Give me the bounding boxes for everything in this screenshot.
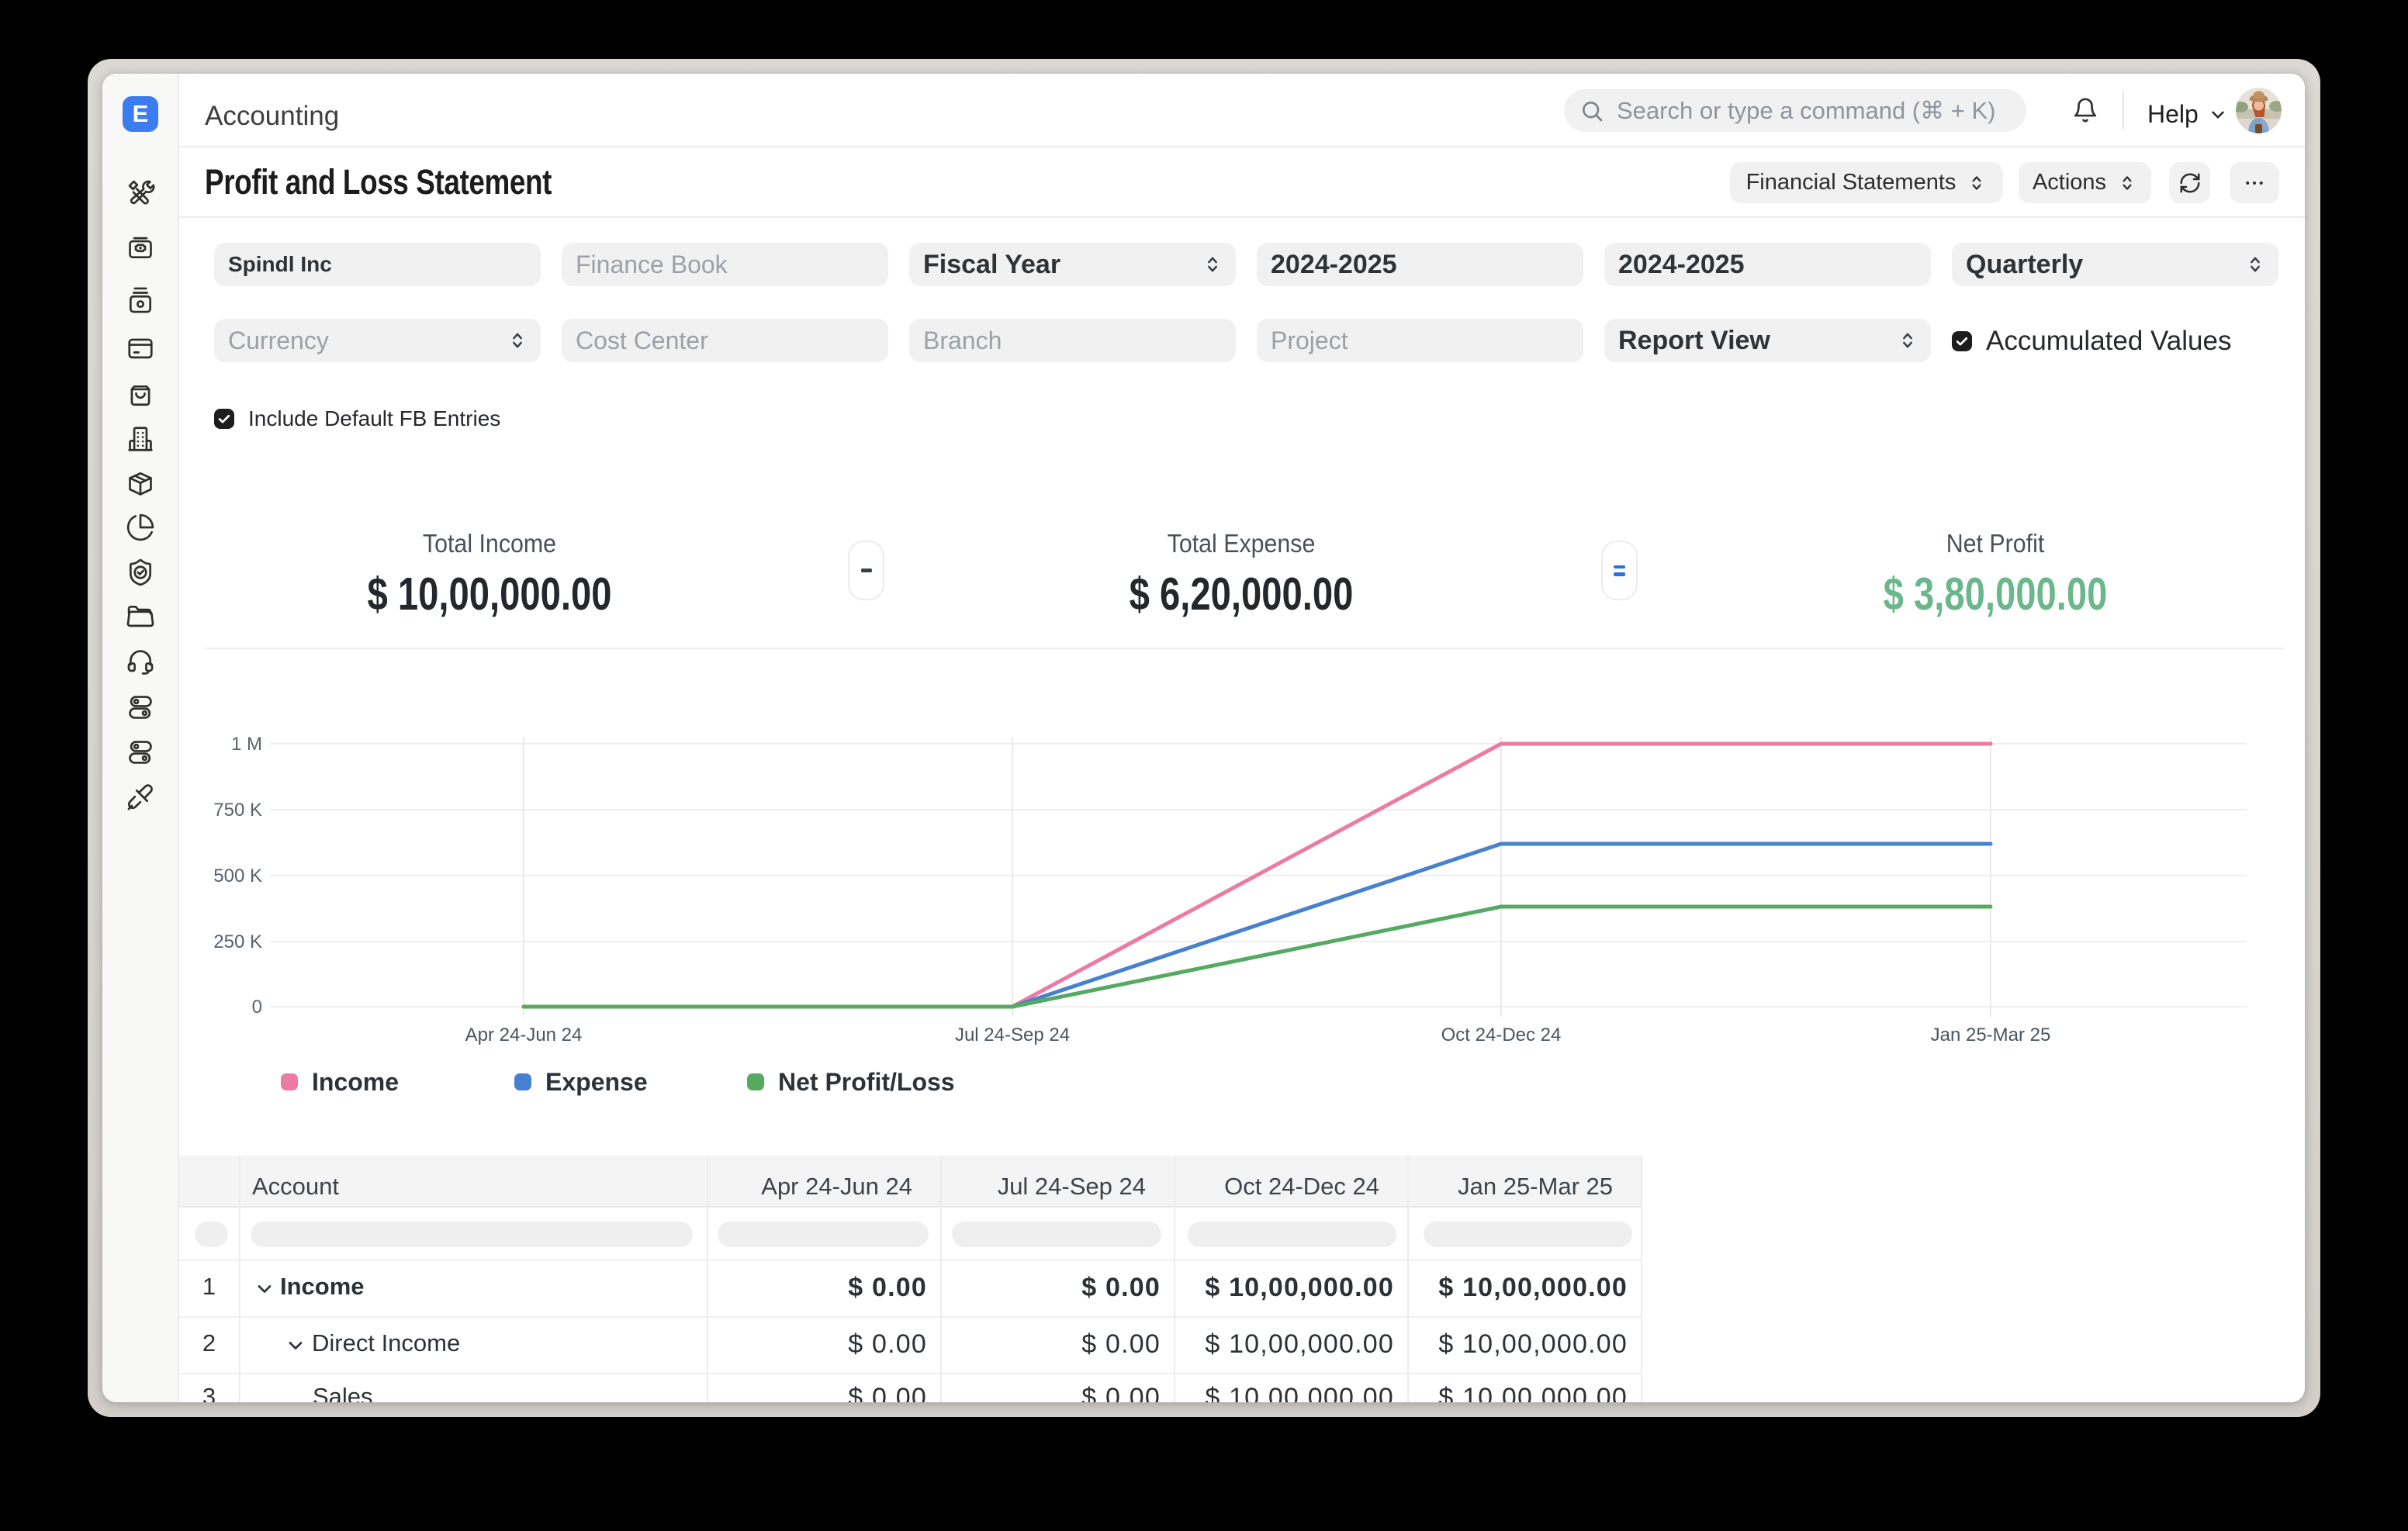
- svg-text:Jan 25-Mar 25: Jan 25-Mar 25: [1931, 1025, 2051, 1045]
- svg-text:Apr 24-Jun 24: Apr 24-Jun 24: [465, 1025, 583, 1045]
- svg-text:0: 0: [252, 997, 262, 1018]
- svg-text:Oct 24-Dec 24: Oct 24-Dec 24: [1441, 1025, 1562, 1045]
- svg-text:1 M: 1 M: [231, 734, 262, 755]
- svg-text:250 K: 250 K: [213, 931, 262, 952]
- svg-text:Expense: Expense: [545, 1068, 648, 1096]
- svg-text:500 K: 500 K: [213, 866, 262, 886]
- svg-text:Net Profit/Loss: Net Profit/Loss: [778, 1068, 955, 1096]
- svg-text:Jul 24-Sep 24: Jul 24-Sep 24: [955, 1025, 1070, 1045]
- svg-text:750 K: 750 K: [213, 800, 262, 821]
- svg-text:Income: Income: [312, 1068, 399, 1096]
